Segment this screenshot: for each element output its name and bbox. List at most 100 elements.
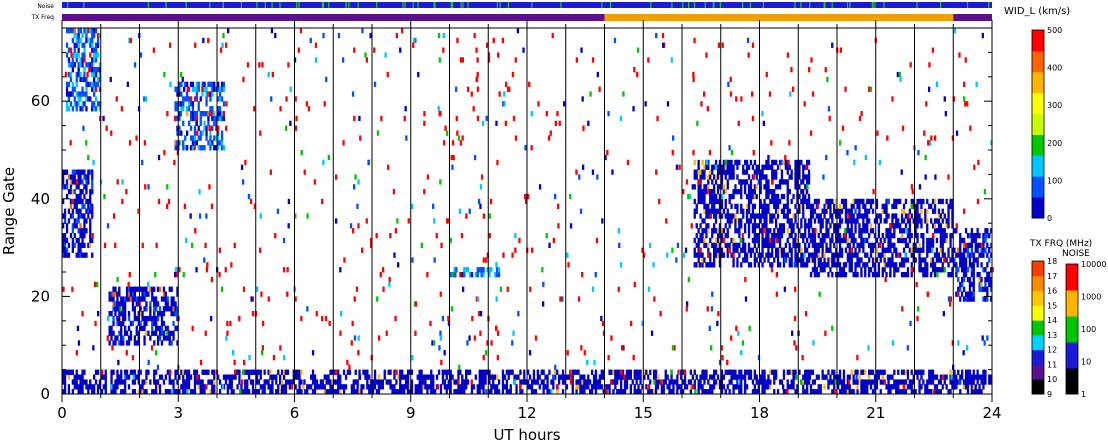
echo-cell <box>794 159 797 166</box>
echo-cell <box>703 228 706 234</box>
echo-cell <box>583 374 586 380</box>
y-tick-label: 40 <box>31 190 50 208</box>
echo-cell <box>889 233 892 239</box>
echo-cell <box>705 189 708 195</box>
echo-cell <box>862 379 865 385</box>
echo-cell <box>972 286 975 292</box>
echo-cell <box>73 242 76 248</box>
echo-cell <box>699 184 702 190</box>
echo-cell <box>337 389 340 395</box>
echo-cell <box>530 379 534 385</box>
echo-cell <box>156 315 160 322</box>
echo-cell <box>496 159 499 166</box>
echo-cell <box>927 140 930 146</box>
echo-cell <box>433 218 436 224</box>
echo-cell <box>813 208 817 214</box>
echo-cell <box>315 384 319 390</box>
echo-cell <box>916 213 919 219</box>
echo-cell <box>747 174 751 180</box>
echo-cell <box>821 374 824 380</box>
echo-cell <box>152 47 155 53</box>
echo-cell <box>809 257 813 263</box>
echo-cell <box>970 379 973 385</box>
echo-cell <box>873 272 877 278</box>
echo-cell <box>838 203 842 209</box>
echo-cell <box>759 203 762 209</box>
echo-cell <box>728 213 731 219</box>
echo-cell <box>804 374 807 380</box>
echo-cell <box>736 374 739 380</box>
echo-cell <box>864 379 867 385</box>
noise-spike <box>376 2 378 8</box>
echo-cell <box>703 184 706 190</box>
echo-cell <box>75 350 78 356</box>
echo-cell <box>815 198 818 205</box>
noise-spike <box>434 2 436 8</box>
echo-cell <box>951 203 954 209</box>
echo-cell <box>761 213 764 219</box>
echo-cell <box>616 374 619 380</box>
echo-cell <box>926 384 929 390</box>
echo-cell <box>439 111 442 117</box>
echo-cell <box>280 384 284 390</box>
echo-cell <box>858 262 861 268</box>
echo-cell <box>642 252 646 258</box>
echo-cell <box>931 374 935 380</box>
echo-cell <box>647 57 650 63</box>
echo-cell <box>889 247 892 253</box>
echo-cell <box>986 228 989 234</box>
echo-cell <box>689 369 692 375</box>
echo-cell <box>67 91 71 97</box>
echo-cell <box>91 184 94 190</box>
echo-cell <box>720 228 724 234</box>
x-tick-label: 9 <box>406 404 416 422</box>
echo-cell <box>970 262 973 268</box>
echo-cell <box>228 379 231 385</box>
noise-spike <box>610 2 612 8</box>
echo-cell <box>770 140 773 146</box>
echo-cell <box>705 389 708 395</box>
echo-cell <box>703 379 706 385</box>
echo-cell <box>186 374 189 380</box>
echo-cell <box>676 389 679 395</box>
echo-cell <box>866 228 869 234</box>
echo-cell <box>819 389 822 395</box>
echo-cell <box>327 379 330 385</box>
echo-cell <box>156 364 160 370</box>
echo-cell <box>333 389 336 395</box>
echo-cell <box>215 145 218 151</box>
echo-cell <box>928 369 931 375</box>
echo-cell <box>889 272 892 278</box>
x-tick-label: 6 <box>290 404 300 422</box>
echo-cell <box>895 389 898 395</box>
echo-cell <box>559 296 562 302</box>
echo-cell <box>885 384 888 390</box>
echo-cell <box>534 335 538 341</box>
echo-cell <box>118 301 121 307</box>
echo-cell <box>71 389 74 395</box>
echo-cell <box>75 179 79 185</box>
echo-cell <box>145 389 148 395</box>
echo-cell <box>670 379 673 385</box>
echo-cell <box>155 379 158 385</box>
echo-cell <box>737 379 740 385</box>
echo-cell <box>71 286 74 292</box>
echo-cell <box>455 379 458 385</box>
echo-cell <box>87 389 90 395</box>
echo-cell <box>860 257 863 263</box>
echo-cell <box>852 203 855 209</box>
echo-cell <box>300 315 303 322</box>
echo-cell <box>693 213 696 219</box>
echo-cell <box>176 140 179 146</box>
echo-cell <box>902 272 906 278</box>
echo-cell <box>765 184 768 190</box>
echo-cell <box>465 384 468 390</box>
echo-cell <box>131 286 135 292</box>
echo-cell <box>678 384 681 390</box>
echo-cell <box>827 218 830 224</box>
noise-spike <box>800 2 802 8</box>
echo-cell <box>594 272 597 278</box>
echo-cell <box>396 218 399 224</box>
echo-cell <box>749 189 753 195</box>
echo-cell <box>364 369 367 375</box>
